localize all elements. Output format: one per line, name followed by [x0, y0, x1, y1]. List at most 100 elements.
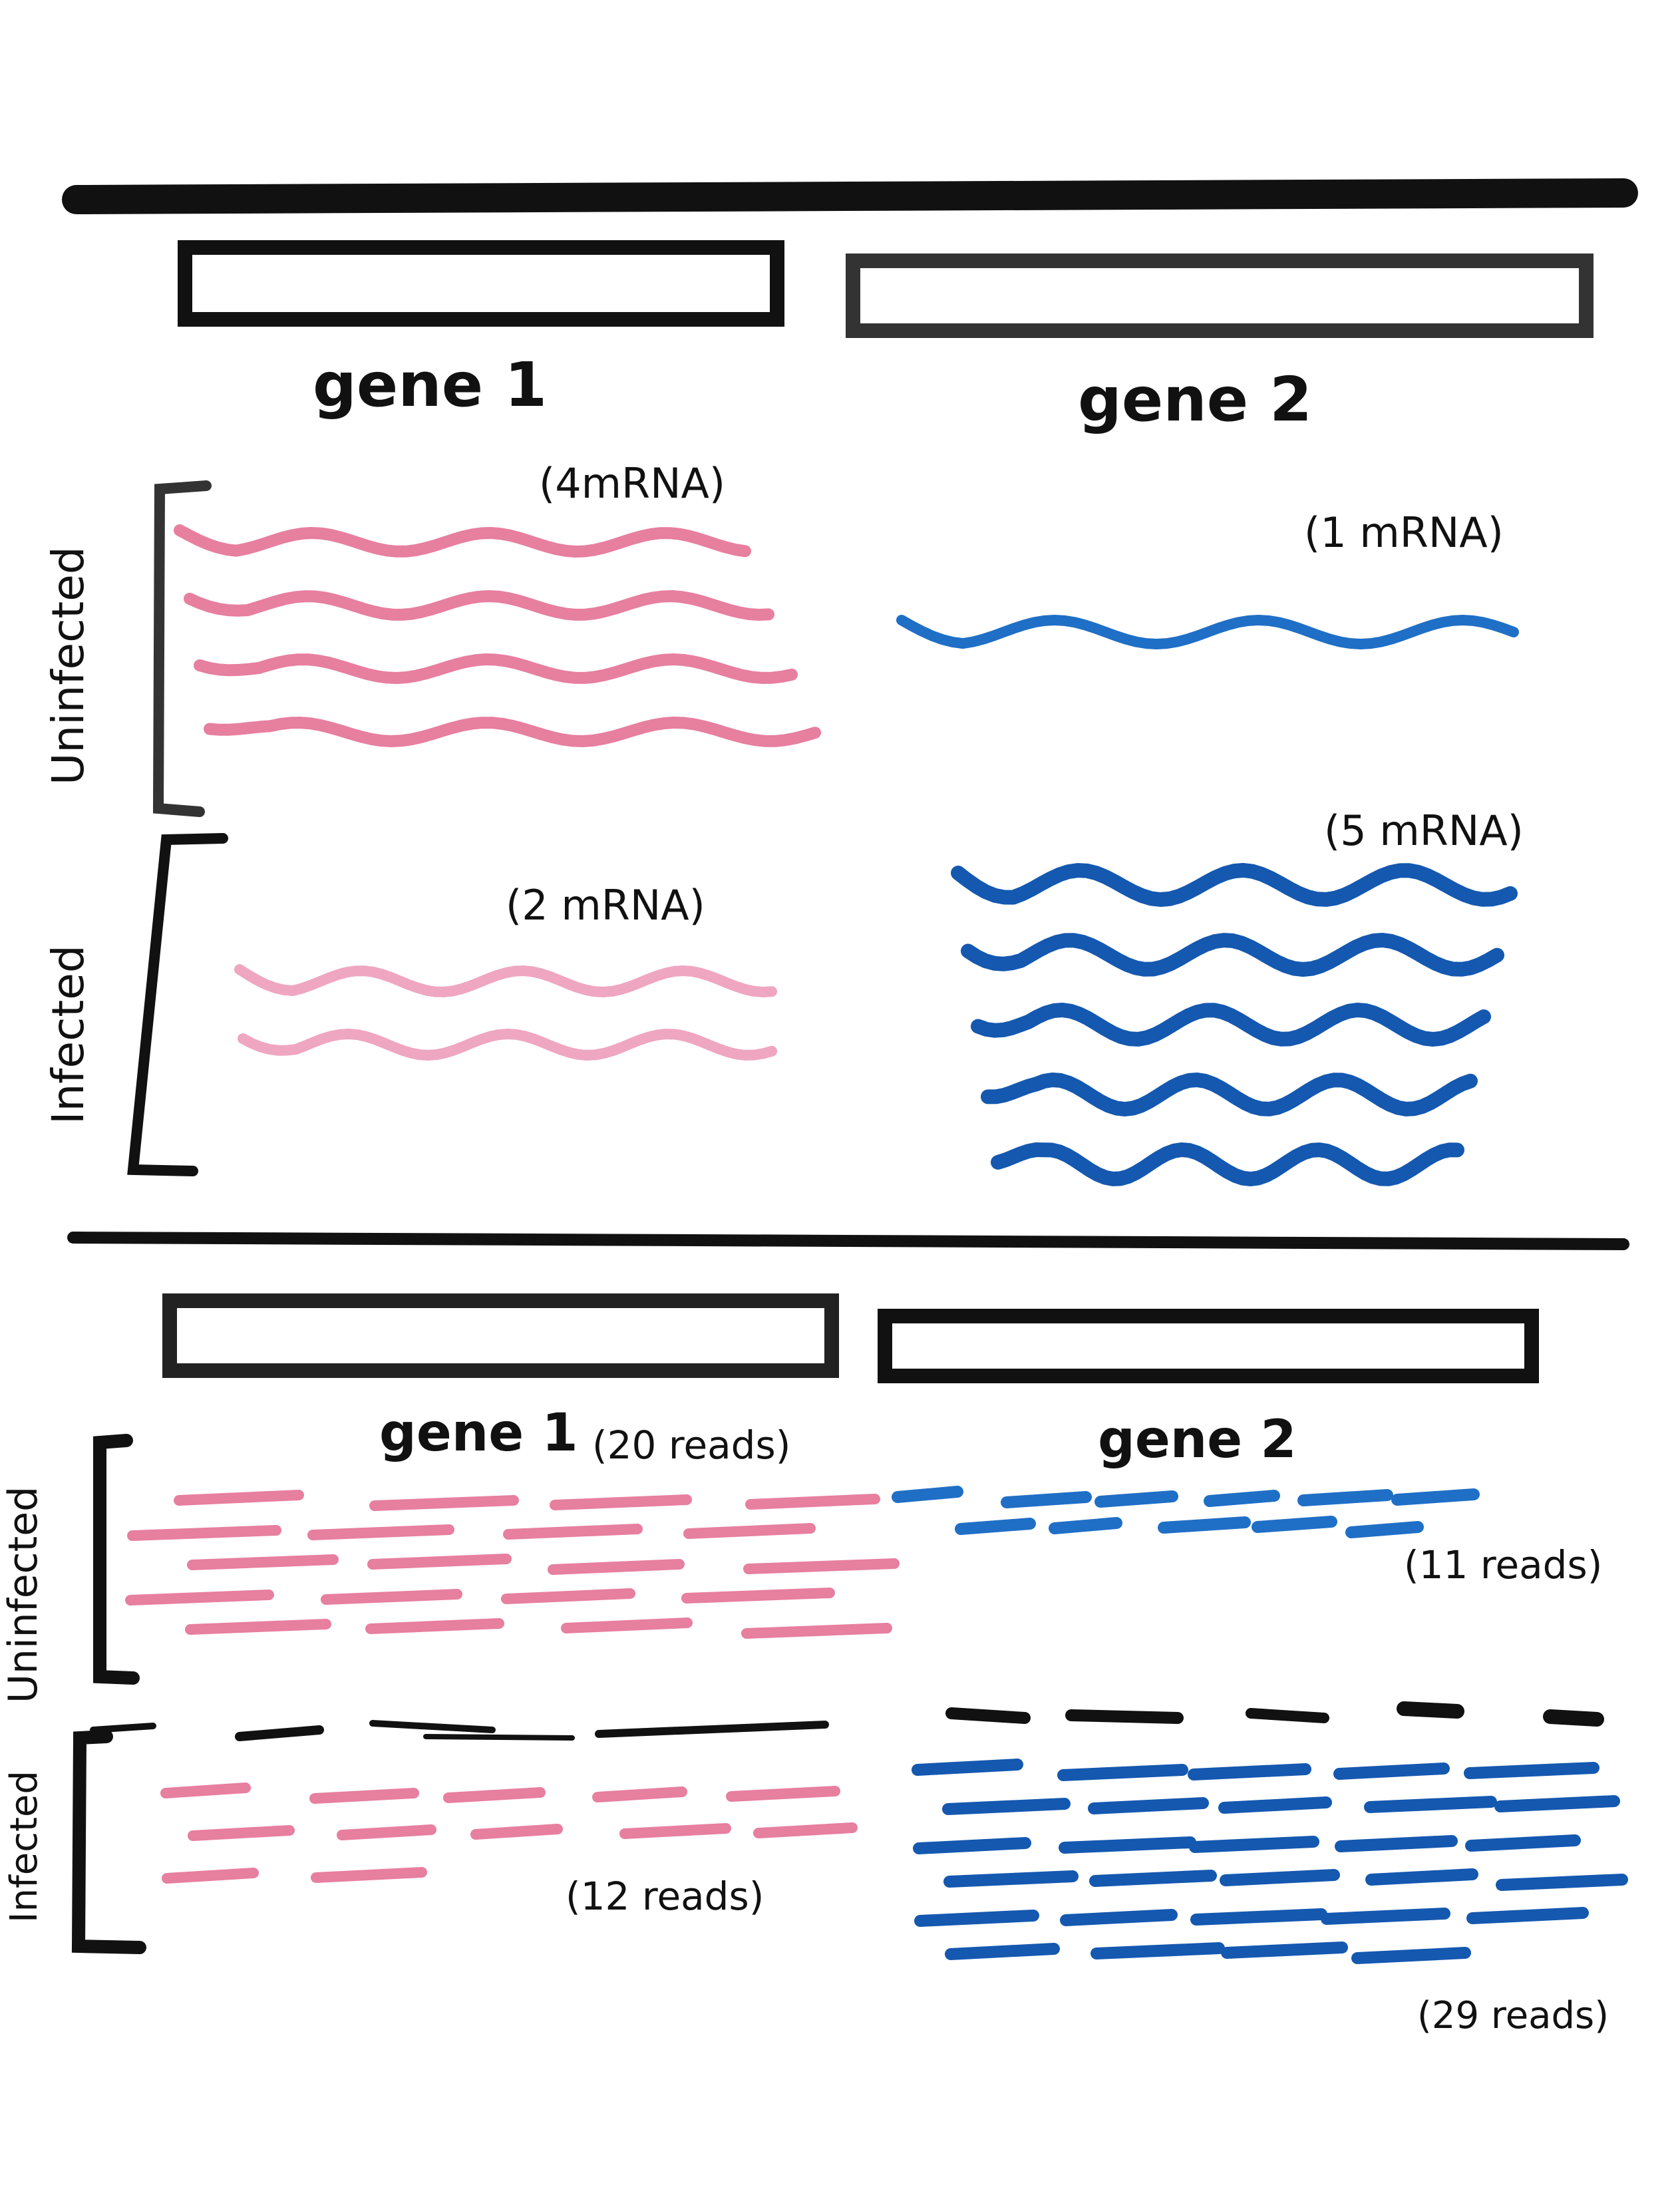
read-gene2-infected-10: [1494, 1795, 1620, 1812]
read-gene2-uninfected-5: [1297, 1489, 1393, 1506]
read-gene1-uninfected-17: [185, 1619, 331, 1635]
read-gene1-infected-1: [160, 1782, 251, 1798]
read-gene1-infected-8: [470, 1824, 563, 1840]
read-gene1-infected-3: [443, 1787, 546, 1803]
read-gene2-infected-28: [1221, 1942, 1348, 1959]
read-gene2-uninfected-4: [1204, 1490, 1280, 1507]
mrna-gene1-infected-1: [234, 964, 777, 997]
count-gene2-uninfected-bottom: (11 reads): [1404, 1542, 1602, 1588]
mrna-group-gene2-uninfected: [896, 615, 1519, 649]
read-gene1-uninfected-1: [174, 1490, 304, 1506]
gene1-box-top: [178, 240, 784, 327]
reads-group-gene1-infected: [160, 1782, 858, 1884]
mrna-gene1-uninfected-3: [194, 653, 798, 684]
read-gene1-uninfected-18: [365, 1618, 504, 1634]
condition-label-infected-bottom: Infected: [3, 1771, 46, 1923]
count-gene2-infected-top: (5 mRNA): [1324, 806, 1524, 855]
read-gene1-uninfected-14: [321, 1589, 462, 1605]
read-gene2-infected-1: [912, 1759, 1023, 1776]
read-gene2-infected-29: [1351, 1947, 1471, 1964]
read-gene2-uninfected-7: [955, 1518, 1036, 1535]
gene1-label-top: gene 1: [313, 349, 547, 421]
read-gene1-infected-6: [188, 1825, 295, 1841]
mrna-gene2-infected-2: [961, 933, 1504, 977]
read-gene1-uninfected-6: [307, 1524, 454, 1540]
read-gene2-uninfected-9: [1158, 1516, 1251, 1534]
read-gene2-infected-9: [1364, 1796, 1497, 1813]
read-gene2-infected-21: [914, 1910, 1039, 1927]
read-gene2-infected-8: [1218, 1796, 1332, 1814]
condition-label-uninfected-bottom: Uninfected: [0, 1486, 47, 1703]
mrna-group-gene1-uninfected: [174, 524, 821, 747]
read-gene1-infected-11: [162, 1868, 259, 1884]
read-gene2-infected-22: [1060, 1909, 1178, 1926]
reads-group-gene2-infected: [912, 1759, 1628, 1964]
gene2-box-top: [846, 254, 1594, 338]
read-gene2-infected-27: [1091, 1942, 1225, 1959]
read-gene1-infected-10: [753, 1822, 858, 1838]
gene2-box-bottom: [878, 1309, 1539, 1383]
read-gene1-uninfected-11: [548, 1559, 685, 1575]
mrna-gene1-uninfected-2: [184, 590, 774, 621]
read-gene2-uninfected-11: [1345, 1521, 1424, 1538]
read-gene2-infected-3: [1188, 1763, 1311, 1780]
read-gene2-infected-26: [945, 1943, 1060, 1960]
read-gene1-infected-9: [619, 1823, 731, 1839]
read-gene1-uninfected-3: [550, 1494, 692, 1510]
read-gene2-uninfected-1: [892, 1486, 963, 1503]
condition-label-infected-top: Infected: [43, 945, 94, 1124]
read-gene2-infected-24: [1321, 1908, 1450, 1925]
count-gene2-infected-bottom: (29 reads): [1417, 1994, 1609, 2037]
count-gene1-infected-bottom: (12 reads): [566, 1874, 764, 1919]
read-gene1-uninfected-13: [125, 1590, 274, 1606]
read-gene2-infected-15: [1465, 1834, 1581, 1852]
read-gene1-uninfected-4: [745, 1494, 880, 1510]
read-gene2-infected-5: [1464, 1762, 1599, 1779]
read-gene2-infected-6: [942, 1798, 1071, 1815]
mrna-gene1-uninfected-1: [174, 524, 751, 558]
chromosome-line-top: [62, 178, 1638, 214]
read-gene2-infected-25: [1466, 1907, 1589, 1924]
read-gene1-uninfected-16: [681, 1588, 835, 1604]
count-gene1-uninfected-top: (4mRNA): [539, 459, 725, 508]
read-gene1-uninfected-20: [741, 1623, 892, 1639]
bracket-uninfected-bottom: [93, 1434, 140, 1685]
separator-dashes-bottom: [90, 1701, 1604, 1741]
read-gene1-infected-12: [311, 1867, 427, 1883]
mrna-gene1-uninfected-4: [204, 717, 821, 747]
read-gene2-infected-2: [1057, 1764, 1188, 1781]
gene1-box-bottom: [162, 1293, 839, 1378]
read-gene2-infected-14: [1335, 1835, 1458, 1852]
read-gene2-uninfected-2: [1001, 1491, 1092, 1508]
reads-group-gene2-uninfected: [892, 1486, 1480, 1538]
read-gene1-infected-5: [726, 1786, 840, 1802]
mrna-gene2-infected-1: [951, 863, 1518, 907]
read-gene2-infected-16: [943, 1870, 1079, 1888]
read-gene1-uninfected-9: [187, 1554, 339, 1570]
gene2-label-bottom: gene 2: [1098, 1410, 1297, 1470]
chromosome-line-bottom: [67, 1232, 1629, 1250]
read-gene2-infected-19: [1365, 1868, 1478, 1886]
mrna-gene2-uninfected-1: [896, 615, 1519, 649]
read-gene1-uninfected-10: [367, 1554, 512, 1570]
read-gene1-uninfected-19: [561, 1617, 693, 1633]
read-gene2-infected-18: [1220, 1869, 1340, 1886]
read-gene2-infected-11: [913, 1837, 1031, 1854]
read-gene1-infected-4: [592, 1786, 687, 1802]
mrna-gene2-infected-5: [991, 1142, 1464, 1186]
read-gene2-infected-7: [1088, 1797, 1209, 1814]
mrna-gene2-infected-4: [981, 1073, 1478, 1116]
read-gene1-uninfected-5: [127, 1525, 281, 1541]
read-gene2-infected-12: [1059, 1836, 1196, 1854]
read-gene1-uninfected-12: [743, 1558, 900, 1574]
read-gene1-uninfected-2: [369, 1495, 519, 1511]
reads-group-gene1-uninfected: [125, 1490, 900, 1639]
read-gene2-infected-23: [1190, 1908, 1327, 1926]
gene2-label-top: gene 2: [1078, 364, 1312, 435]
count-gene1-uninfected-bottom: (20 reads): [592, 1423, 790, 1468]
count-gene2-uninfected-top: (1 mRNA): [1304, 508, 1504, 557]
gene1-label-bottom: gene 1: [379, 1403, 578, 1463]
mrna-gene1-infected-2: [238, 1029, 777, 1061]
